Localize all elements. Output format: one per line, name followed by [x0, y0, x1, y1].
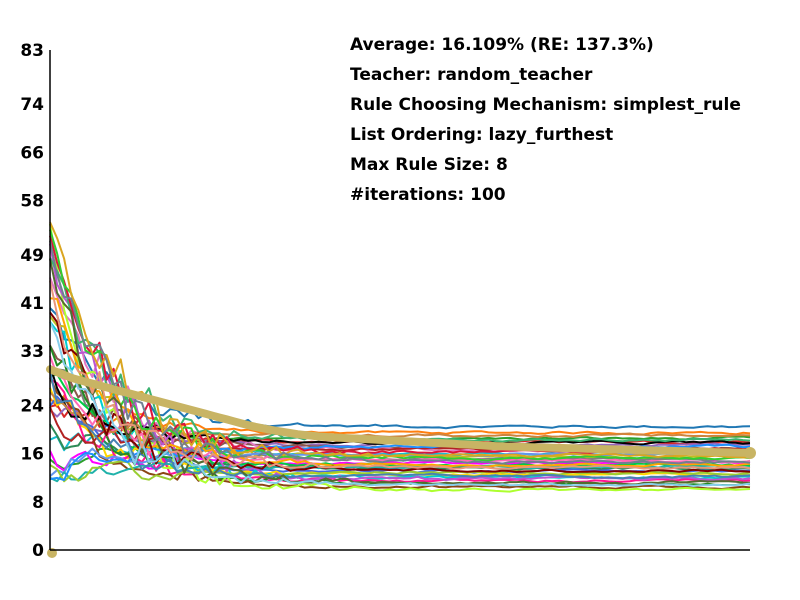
y-tick-label: 49: [20, 246, 44, 266]
series-line: [49, 307, 751, 430]
y-tick-label: 16: [20, 445, 44, 465]
average-series-line: [46, 365, 754, 457]
series-line: [49, 460, 751, 483]
series-line: [49, 221, 751, 459]
series-line: [49, 370, 751, 480]
info-teacher: Teacher: random_teacher: [350, 65, 593, 85]
y-tick-label: 8: [32, 493, 44, 513]
info-average: Average: 16.109% (RE: 137.3%): [350, 35, 654, 55]
info-max-rule-size: Max Rule Size: 8: [350, 155, 508, 175]
info-panel: Average: 16.109% (RE: 137.3%) Teacher: r…: [350, 35, 741, 205]
y-tick-label: 33: [20, 342, 44, 362]
info-list-ordering: List Ordering: lazy_furthest: [350, 125, 613, 145]
y-tick-label: 83: [20, 41, 44, 61]
series-line: [49, 240, 751, 465]
series-line: [49, 280, 751, 470]
y-tick-label: 66: [20, 143, 44, 163]
series-line: [49, 223, 751, 493]
y-tick-label: 74: [20, 95, 44, 115]
series-line: [49, 321, 751, 487]
y-tick-label: 0: [32, 541, 44, 561]
y-tick-labels: 0 8 16 24 33 41 49 58 66 74 83: [20, 41, 44, 561]
series-line: [49, 378, 751, 484]
info-rule-mechanism: Rule Choosing Mechanism: simplest_rule: [350, 95, 741, 115]
info-iterations: #iterations: 100: [350, 185, 506, 205]
y-tick-label: 24: [20, 396, 44, 416]
average-end-marker: [744, 447, 756, 460]
series-line: [49, 377, 751, 490]
series-lines: [49, 221, 751, 493]
y-tick-label: 58: [20, 192, 44, 212]
y-tick-label: 41: [20, 294, 44, 314]
